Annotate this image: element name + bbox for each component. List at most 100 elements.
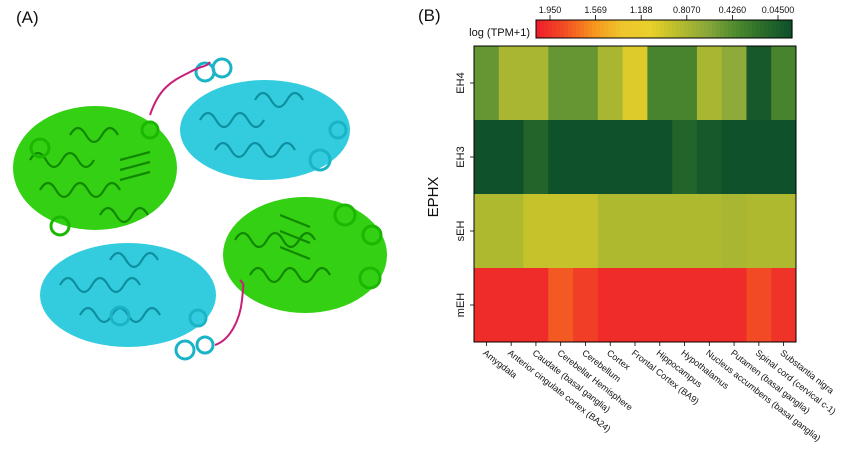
heatmap-cell [721,46,747,121]
legend-tick-label: 1.188 [630,5,653,15]
color-legend: log (TPM+1) 1.950 1.569 1.188 0.8070 0.4260 0… [469,5,794,39]
linker-loops [149,61,245,346]
legend-swatch [560,20,565,38]
legend-tick-label: 0.8070 [673,5,701,15]
legend-swatch [780,20,785,38]
cyan-domain-top-right [180,57,350,180]
heatmap-cell [474,46,500,121]
heatmap-cell [622,268,648,343]
heatmap-cell [696,46,723,121]
legend-swatch [716,20,721,38]
legend-swatch [588,20,593,38]
legend-swatch [692,20,697,38]
heatmap-cell [647,120,673,195]
legend-swatch [580,20,585,38]
legend-swatch [636,20,641,38]
heatmap-cell [523,120,549,195]
legend-title: log (TPM+1) [469,27,530,39]
heatmap-cell [721,268,747,343]
heatmap-cell [498,268,525,343]
heatmap-cell [573,46,599,121]
heatmap-cell [647,268,673,343]
legend-swatch [536,20,541,38]
legend-swatch [736,20,741,38]
legend-swatch [568,20,573,38]
heatmap-cell [597,46,624,121]
legend-swatch [624,20,629,38]
heatmap-cell [597,194,624,269]
legend-swatch [652,20,657,38]
heatmap-cell [672,120,698,195]
legend-swatch [688,20,693,38]
legend-swatch [656,20,661,38]
legend-swatch [540,20,545,38]
legend-swatch [576,20,581,38]
heatmap-cell [746,268,772,343]
legend-swatch [644,20,649,38]
protein-structure-illustration [13,57,387,361]
heatmap-cell [746,46,772,121]
row-label: EH3 [455,146,467,167]
legend-tick-label: 0.04500 [762,5,795,15]
heatmap-cell [696,194,723,269]
legend-swatch [596,20,601,38]
heatmap-cell [498,46,525,121]
heatmap-cell [573,268,599,343]
legend-swatch [648,20,653,38]
heatmap-cell [548,194,574,269]
heatmap-cell [696,268,723,343]
legend-swatch [760,20,765,38]
legend-swatch [768,20,773,38]
heatmap-cell [771,194,797,269]
legend-swatch [772,20,777,38]
heatmap-cell [771,46,797,121]
legend-swatch [664,20,669,38]
legend-swatch [564,20,569,38]
heatmap-cell [622,194,648,269]
legend-swatch [544,20,549,38]
heatmap-cell [696,120,723,195]
legend-swatch [620,20,625,38]
legend-swatch [704,20,709,38]
legend-swatch [604,20,609,38]
heatmap-cell [672,268,698,343]
legend-swatch [668,20,673,38]
legend-swatch [640,20,645,38]
heatmap-cell [474,194,500,269]
heatmap-cell [746,120,772,195]
heatmap-cell [647,194,673,269]
heatmap-cell [498,120,525,195]
heatmap-cell [746,194,772,269]
heatmap-cell [771,120,797,195]
legend-swatch [728,20,733,38]
legend-swatch [592,20,597,38]
legend-swatch [744,20,749,38]
legend-tick-label: 1.569 [584,5,607,15]
legend-swatch [708,20,713,38]
legend-swatch [776,20,781,38]
heatmap-cell [573,194,599,269]
heatmap-cell [523,46,549,121]
legend-swatch [752,20,757,38]
heatmap-cell [622,46,648,121]
heatmap-cell [523,194,549,269]
legend-swatch [552,20,557,38]
legend-swatch [740,20,745,38]
y-axis-title: EPHX [425,177,442,218]
heatmap-cell [597,268,624,343]
legend-swatch [612,20,617,38]
green-domain-bottom-right [223,197,387,313]
legend-swatch [720,20,725,38]
legend-swatch [788,20,793,38]
heatmap-cell [672,46,698,121]
heatmap-cell [721,120,747,195]
legend-swatch [748,20,753,38]
heatmap-cell [474,268,500,343]
legend-swatch [680,20,685,38]
panel-a-label: (A) [16,8,39,27]
heatmap-cell [597,120,624,195]
legend-swatch [784,20,789,38]
heatmap-cell [771,268,797,343]
row-label: EH4 [455,72,467,93]
